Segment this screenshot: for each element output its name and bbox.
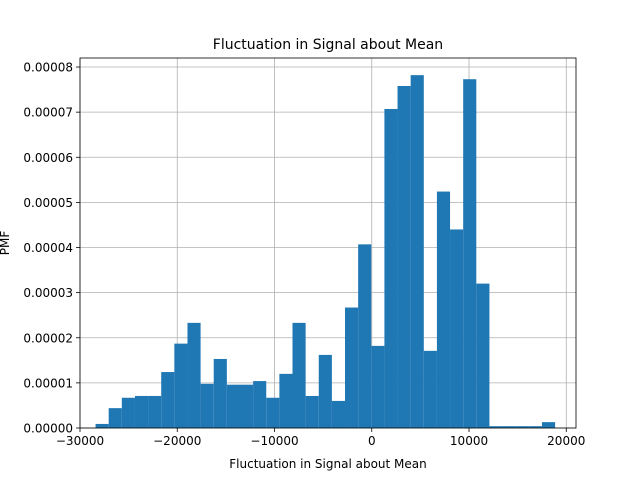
histogram-bar	[489, 426, 503, 428]
histogram-bar	[213, 358, 227, 428]
y-tick-label: 0.00008	[23, 61, 73, 75]
histogram-bar	[331, 400, 346, 428]
y-tick-label: 0.00001	[23, 376, 73, 390]
histogram-bar	[161, 372, 175, 428]
histogram-bar	[174, 343, 188, 428]
x-tick-label: 0	[368, 434, 376, 448]
chart-title: Fluctuation in Signal about Mean	[213, 37, 443, 53]
histogram-bar	[108, 408, 122, 428]
x-tick-label: −20000	[153, 434, 201, 448]
y-axis-ticks: 0.00000 0.00001 0.00002 0.00003 0.00004 0.000…	[23, 61, 80, 436]
histogram-bar	[134, 395, 149, 428]
x-tick-label: 20000	[547, 434, 585, 448]
histogram-bar	[187, 322, 201, 428]
histogram-bar	[345, 307, 359, 428]
x-axis-ticks: −30000 −20000 −10000 0 10000 20000	[56, 428, 585, 448]
y-axis-label: PMF	[0, 231, 12, 256]
histogram-bar	[476, 283, 490, 428]
x-tick-label: −30000	[56, 434, 104, 448]
histogram-bar	[541, 422, 556, 428]
histogram-bar	[279, 373, 293, 428]
x-tick-label: 10000	[450, 434, 488, 448]
histogram-bar	[318, 354, 332, 428]
histogram-bar	[305, 395, 319, 428]
histogram-bar	[200, 383, 214, 428]
histogram-bar	[292, 322, 306, 428]
histogram-bar	[148, 395, 162, 428]
y-tick-label: 0.00003	[23, 286, 73, 300]
x-axis-label: Fluctuation in Signal about Mean	[229, 457, 426, 471]
histogram-bar	[121, 397, 135, 428]
histogram-bar	[502, 426, 516, 428]
histogram-bar	[397, 85, 411, 428]
histogram-bar	[463, 79, 477, 429]
y-tick-label: 0.00000	[23, 422, 73, 436]
histogram-bar	[371, 345, 385, 428]
histogram-bar	[266, 397, 280, 428]
histogram-bar	[95, 423, 109, 428]
histogram-bar	[358, 244, 372, 428]
y-tick-label: 0.00002	[23, 331, 73, 345]
plot-frame	[79, 57, 577, 429]
histogram-bar	[226, 384, 240, 428]
histogram-bar	[450, 229, 464, 428]
y-tick-label: 0.00006	[23, 151, 73, 165]
y-tick-label: 0.00005	[23, 196, 73, 210]
histogram-bar	[528, 426, 542, 428]
histogram-bar	[515, 426, 529, 428]
histogram-bar	[436, 191, 451, 428]
y-tick-label: 0.00007	[23, 106, 73, 120]
bars	[95, 75, 556, 429]
x-tick-label: −10000	[250, 434, 298, 448]
histogram-bar	[410, 75, 424, 429]
histogram-bar	[239, 384, 254, 428]
histogram-bar	[384, 108, 398, 429]
histogram-bar	[423, 350, 437, 428]
histogram-bar	[253, 381, 267, 428]
y-tick-label: 0.00004	[23, 241, 73, 255]
